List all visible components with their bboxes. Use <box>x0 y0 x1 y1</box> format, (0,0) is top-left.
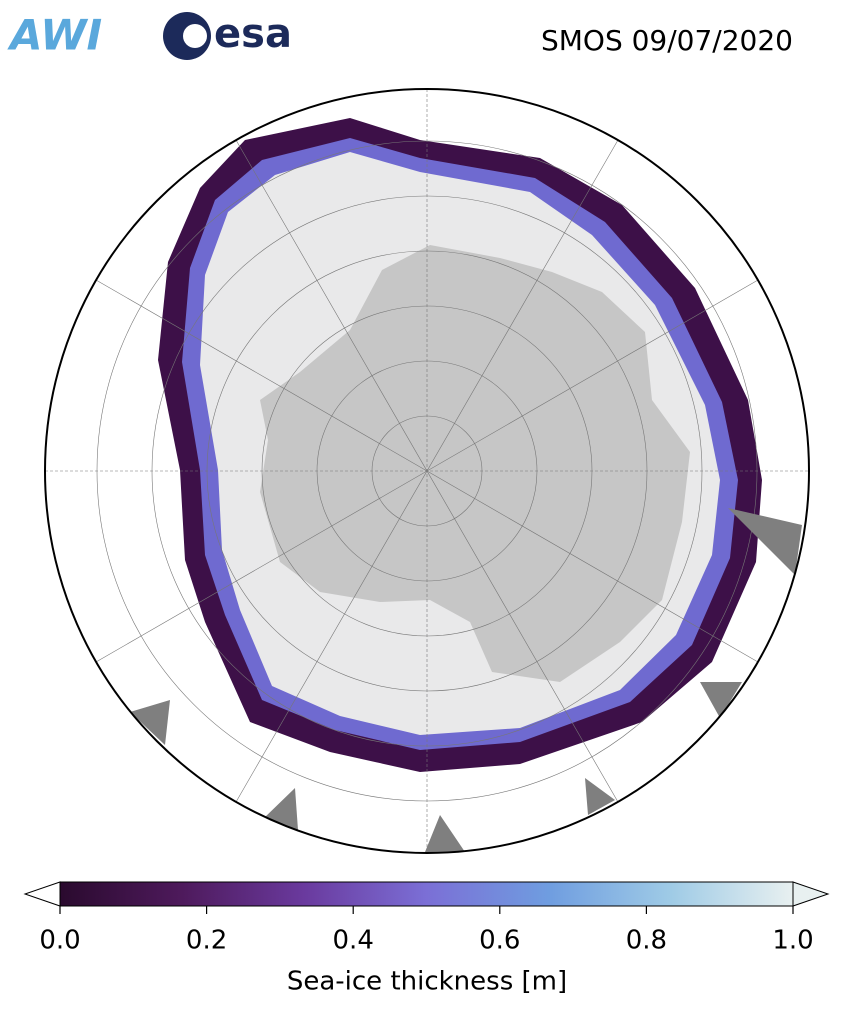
colorbar-over <box>792 881 830 907</box>
colorbar <box>23 881 830 914</box>
colorbar-tick-label: 0.2 <box>186 926 227 956</box>
colorbar-tick-label: 0.6 <box>479 926 520 956</box>
awi-logo: AWI <box>7 11 102 60</box>
map-border <box>44 88 810 854</box>
graticule <box>45 89 809 853</box>
colorbar-tick-label: 1.0 <box>772 926 813 956</box>
colorbar-tick-label: 0.0 <box>39 926 80 956</box>
colorbar-tick-label: 0.4 <box>333 926 374 956</box>
esa-logo: esa <box>214 11 292 57</box>
colorbar-label: Sea-ice thickness [m] <box>287 967 567 997</box>
colorbar-gradient <box>59 881 794 907</box>
title: SMOS 09/07/2020 <box>541 24 793 57</box>
colorbar-tick-label: 0.8 <box>626 926 667 956</box>
antarctica <box>260 245 690 682</box>
map <box>45 89 809 853</box>
colorbar-under <box>23 881 61 907</box>
esa-emblem-inner <box>183 24 207 48</box>
